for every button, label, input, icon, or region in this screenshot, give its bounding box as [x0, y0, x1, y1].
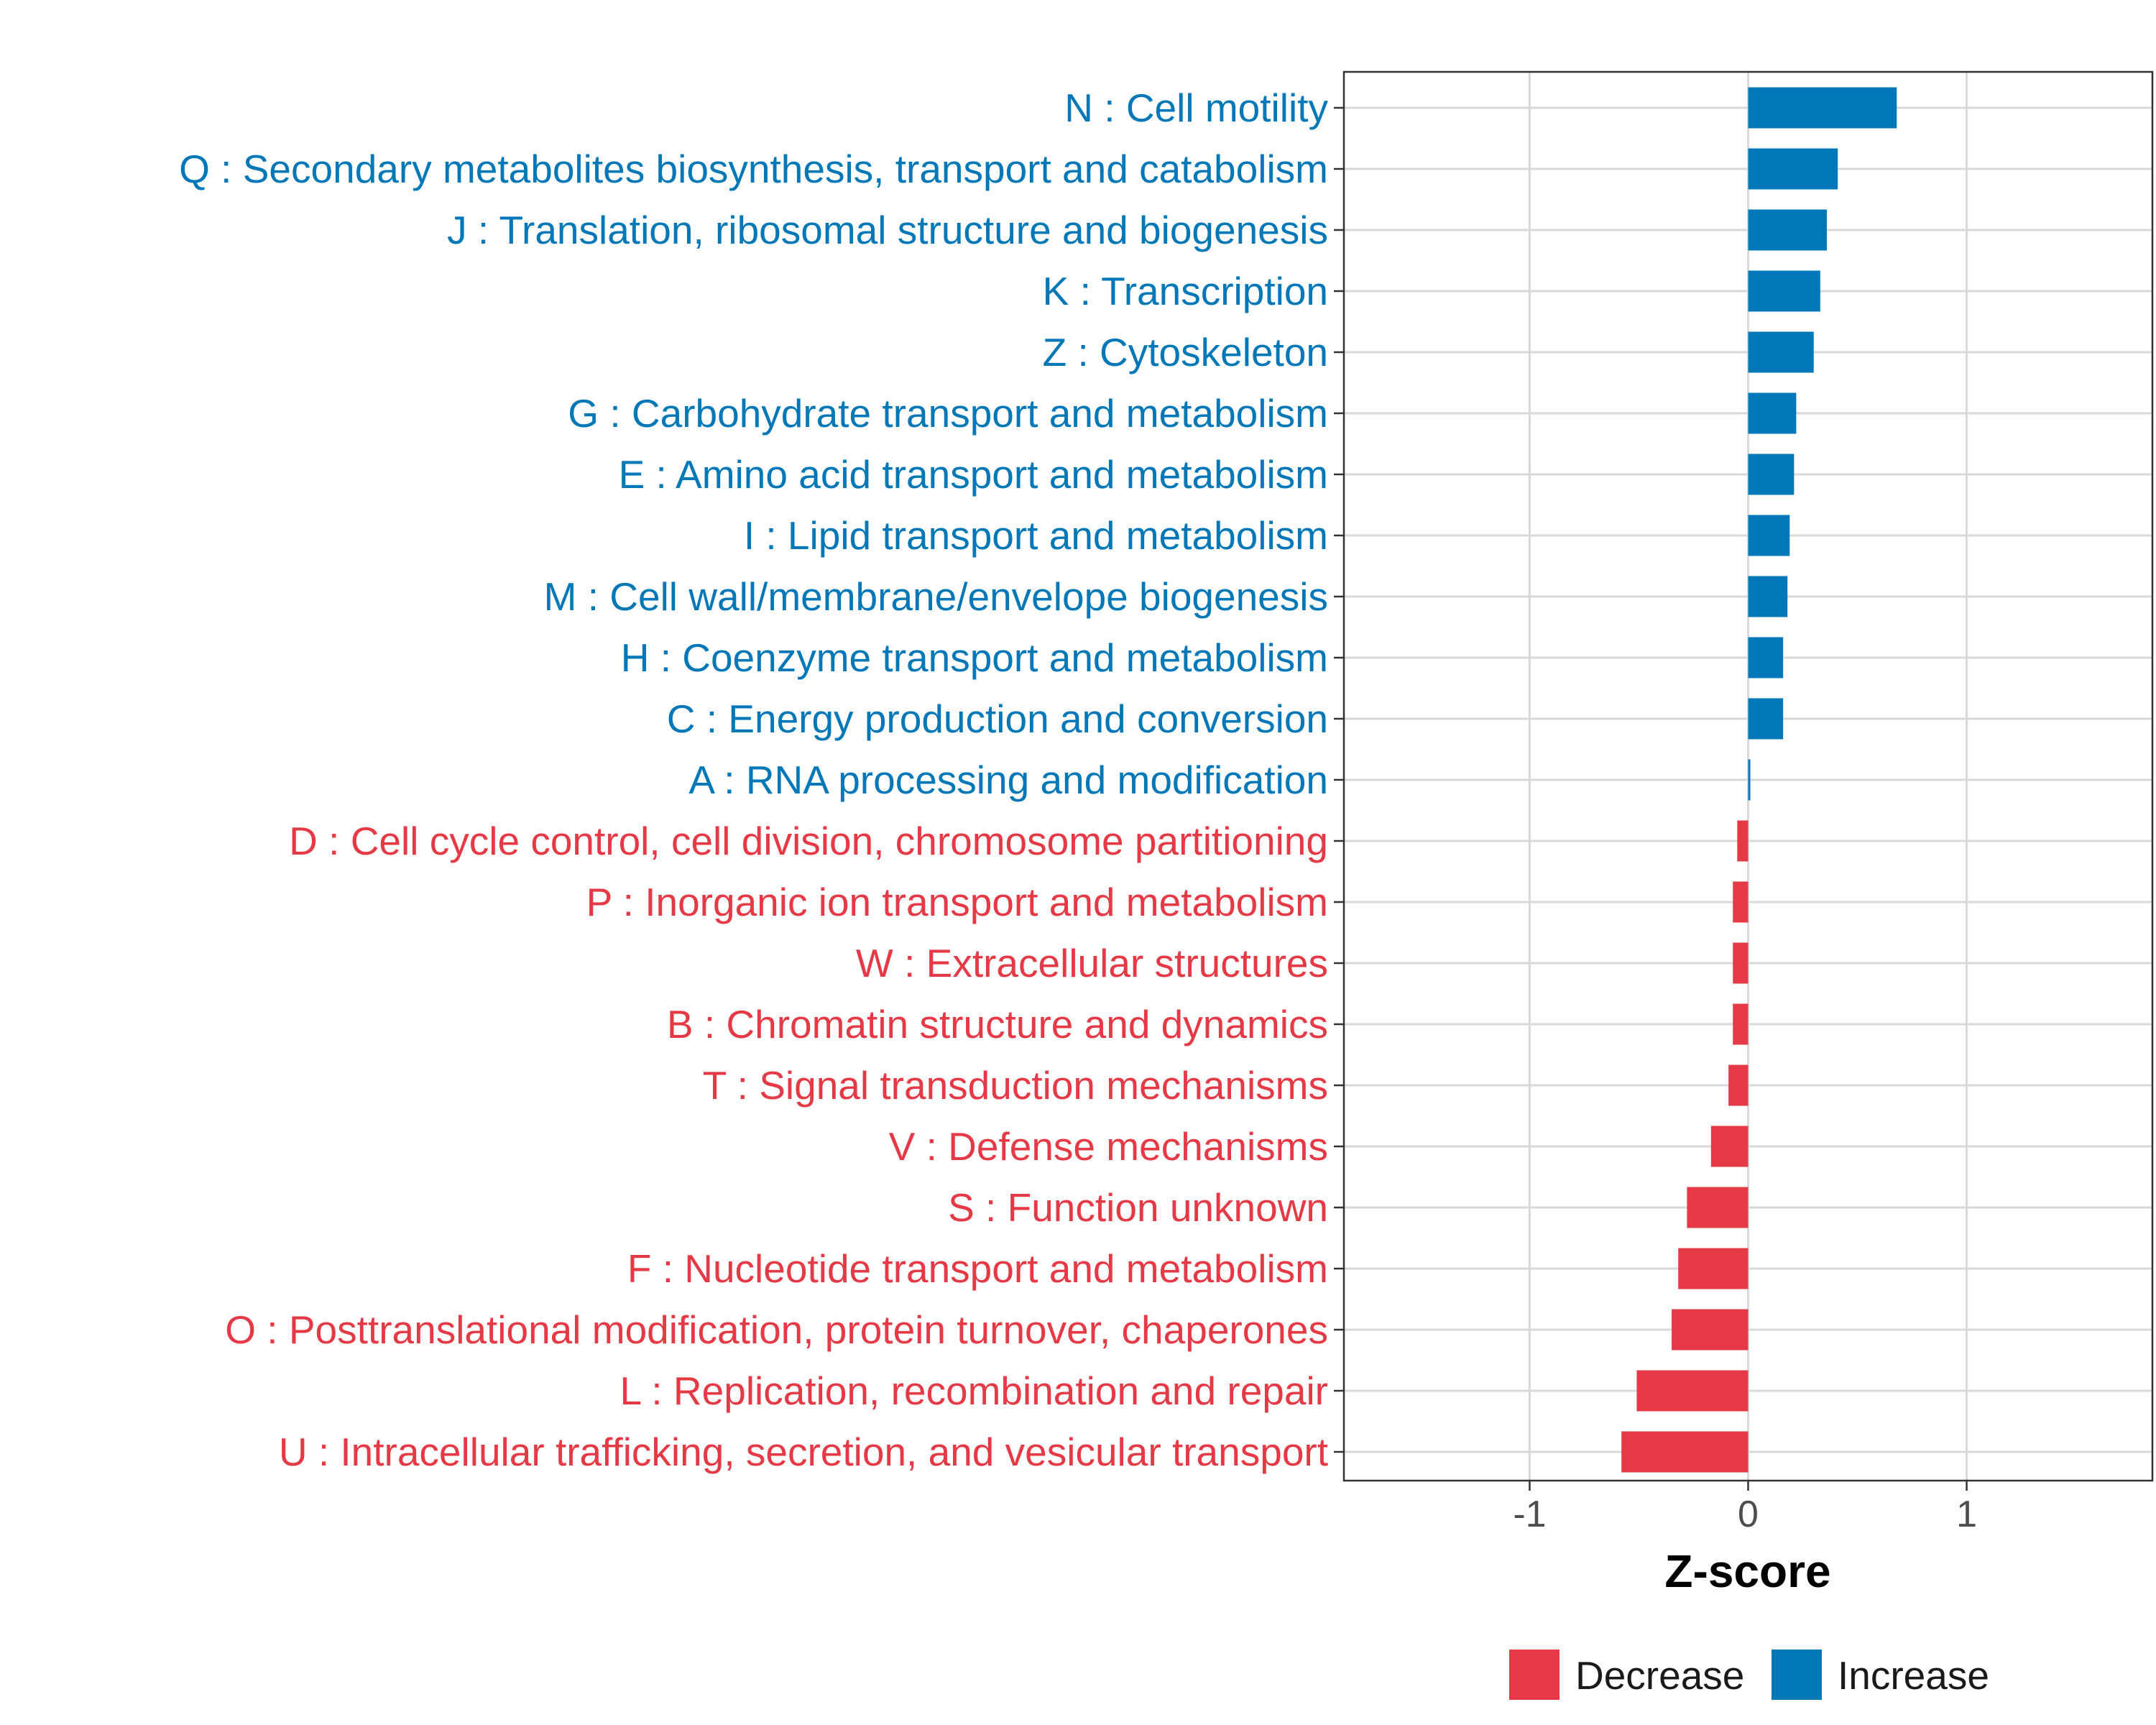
bar — [1733, 942, 1749, 984]
category-label: E : Amino acid transport and metabolism — [619, 452, 1328, 497]
category-label: A : RNA processing and modification — [688, 758, 1328, 802]
bar — [1748, 331, 1814, 373]
x-axis-title: Z-score — [1664, 1545, 1830, 1597]
x-tick-label: 1 — [1956, 1494, 1977, 1535]
bar — [1636, 1370, 1749, 1412]
x-tick-label: -1 — [1513, 1494, 1546, 1535]
bar — [1748, 454, 1795, 495]
legend-swatch — [1509, 1650, 1560, 1700]
category-label: H : Coenzyme transport and metabolism — [621, 635, 1328, 680]
bar — [1748, 637, 1784, 678]
x-tick-label: 0 — [1738, 1494, 1759, 1535]
bar — [1737, 820, 1749, 862]
category-label: T : Signal transduction mechanisms — [703, 1063, 1328, 1108]
bar — [1678, 1248, 1749, 1289]
bar — [1733, 1003, 1749, 1045]
y-axis-ticks — [1334, 106, 1344, 1453]
bar — [1748, 209, 1827, 251]
category-label: K : Transcription — [1043, 269, 1328, 313]
category-label: F : Nucleotide transport and metabolism — [627, 1246, 1328, 1291]
category-label: D : Cell cycle control, cell division, c… — [289, 819, 1328, 863]
bar — [1748, 270, 1820, 312]
legend-swatch — [1772, 1650, 1822, 1700]
category-label: M : Cell wall/membrane/envelope biogenes… — [544, 574, 1328, 619]
category-label: G : Carbohydrate transport and metabolis… — [568, 391, 1328, 436]
category-label: N : Cell motility — [1064, 86, 1328, 130]
category-label: I : Lipid transport and metabolism — [744, 513, 1328, 558]
bar — [1748, 392, 1797, 434]
category-label: J : Translation, ribosomal structure and… — [447, 208, 1328, 252]
bar — [1748, 698, 1784, 740]
legend-label: Increase — [1838, 1653, 1989, 1698]
category-label: S : Function unknown — [948, 1185, 1328, 1230]
category-label: O : Posttranslational modification, prot… — [225, 1307, 1328, 1352]
legend: Decrease Increase — [1509, 1650, 1989, 1700]
bar-series — [1621, 87, 1897, 1473]
x-axis: -1 0 1 — [1513, 1481, 1977, 1535]
bar — [1710, 1126, 1749, 1167]
bar — [1733, 881, 1749, 923]
bar — [1748, 515, 1790, 556]
category-label: P : Inorganic ion transport and metaboli… — [586, 880, 1328, 924]
category-label: Q : Secondary metabolites biosynthesis, … — [179, 147, 1328, 191]
bar — [1748, 87, 1897, 129]
y-axis-category-labels: N : Cell motility Q : Secondary metabolit… — [179, 86, 1328, 1474]
bar — [1748, 148, 1838, 190]
bar — [1672, 1309, 1749, 1351]
bar — [1687, 1187, 1749, 1228]
bar — [1621, 1431, 1749, 1473]
category-label: L : Replication, recombination and repai… — [620, 1368, 1328, 1413]
bar — [1748, 759, 1751, 801]
bar — [1748, 576, 1788, 617]
category-label: B : Chromatin structure and dynamics — [667, 1002, 1328, 1046]
category-label: V : Defense mechanisms — [889, 1124, 1328, 1169]
category-label: Z : Cytoskeleton — [1043, 330, 1328, 374]
category-label: U : Intracellular trafficking, secretion… — [279, 1430, 1328, 1474]
category-label: W : Extracellular structures — [856, 941, 1328, 985]
bar — [1728, 1064, 1749, 1106]
legend-label: Decrease — [1575, 1653, 1744, 1698]
category-label: C : Energy production and conversion — [667, 696, 1328, 741]
